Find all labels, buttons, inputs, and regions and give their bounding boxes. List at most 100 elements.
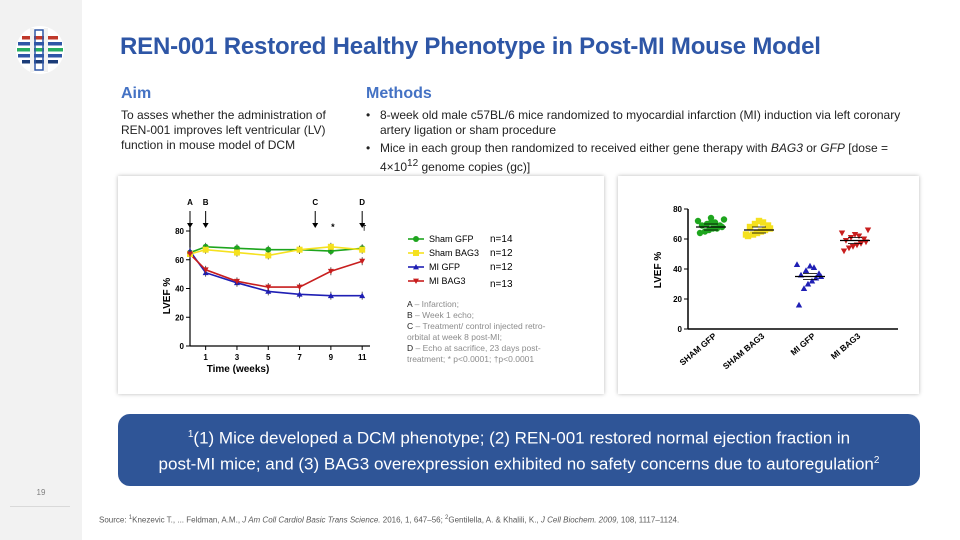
gene-gfp: GFP: [820, 141, 845, 155]
data-point: [810, 264, 818, 271]
category-label: MI GFP: [788, 331, 817, 358]
data-point: [755, 217, 763, 225]
ref2-journal: J Cell Biochem. 2009,: [540, 515, 619, 525]
data-point: [202, 267, 209, 273]
y-tick-label: 20: [175, 313, 184, 322]
aim-text: To asses whether the administration of R…: [121, 108, 326, 152]
ref1-journal: J Am Coll Cardiol Basic Trans Science.: [242, 515, 381, 525]
annotation-key: A: [407, 299, 413, 309]
data-point: [696, 229, 704, 237]
ref1-detail: 2016, 1, 647–56;: [380, 515, 446, 525]
x-tick-label: 1: [203, 353, 208, 362]
data-point: [742, 231, 750, 238]
annotation-text: – Week 1 echo;: [413, 310, 474, 320]
annotation-line: C – Treatment/ control injected retro-: [407, 321, 546, 331]
annotation-text: orbital at week 8 post-MI;: [407, 332, 502, 342]
callout-text-1: (1) Mice developed a DCM phenotype; (2) …: [193, 429, 851, 448]
y-tick-label: 60: [175, 256, 184, 265]
data-point: [327, 292, 334, 299]
data-point: [265, 246, 272, 253]
category-label: MI BAG3: [829, 331, 863, 362]
conclusion-callout: 1(1) Mice developed a DCM phenotype; (2)…: [118, 414, 920, 486]
data-point: [296, 246, 303, 253]
data-point: [720, 216, 728, 223]
y-tick-label: 20: [673, 295, 682, 304]
data-point: [795, 301, 803, 308]
annotation-text: – Treatment/ control injected retro-: [413, 321, 545, 331]
source-ref-2: 2: [445, 515, 449, 521]
legend-label: MI BAG3: [429, 276, 466, 286]
legend-label: MI GFP: [429, 262, 460, 272]
annotation-text: – Infarction;: [412, 299, 459, 309]
data-point: [864, 227, 872, 234]
data-point: [840, 248, 848, 255]
y-axis-label: LVEF %: [653, 252, 664, 289]
significance-marker: *: [331, 222, 335, 232]
callout-text-2: post-MI mice; and (3) BAG3 overexpressio…: [158, 454, 874, 474]
x-axis-label: Time (weeks): [207, 364, 270, 375]
data-point: [265, 284, 272, 291]
annotation-line: orbital at week 8 post-MI;: [407, 332, 502, 342]
y-tick-label: 0: [180, 342, 185, 351]
methods-bullet-text: 8-week old male c57BL/6 mice randomized …: [380, 108, 901, 137]
aim-heading: Aim: [121, 85, 152, 102]
event-arrow-head-icon: [187, 223, 193, 228]
event-arrow-head-icon: [359, 223, 366, 228]
data-point: [815, 270, 823, 277]
data-point: [694, 217, 702, 225]
ref2-authors: Gentilella, A. & Khalili, K.,: [448, 515, 541, 525]
x-tick-label: 11: [358, 353, 367, 362]
category-label: SHAM GFP: [677, 331, 718, 368]
page-number: 19: [36, 488, 46, 497]
series-line: [189, 253, 363, 288]
event-marker-label: B: [203, 198, 209, 207]
x-tick-label: 5: [266, 353, 271, 362]
legend-n-count: n=14: [490, 234, 513, 245]
data-point: [849, 243, 857, 250]
y-tick-label: 60: [673, 235, 682, 244]
annotation-key: D: [407, 343, 413, 353]
data-point: [808, 277, 816, 284]
legend-n-count: n=12: [490, 248, 513, 259]
data-point: [806, 262, 814, 269]
data-point: [746, 223, 754, 231]
callout-ref-1: 1: [187, 429, 194, 441]
bullet-icon: •: [366, 141, 371, 155]
left-sidebar: 19: [0, 0, 82, 540]
data-point: [202, 246, 209, 253]
page-divider: [10, 506, 70, 507]
y-tick-label: 80: [673, 205, 682, 214]
annotation-line: D – Echo at sacrifice, 23 days post-: [407, 343, 541, 353]
x-tick-label: 7: [297, 353, 302, 362]
annotation-text: treatment; * p<0.0001; †p<0.0001: [407, 354, 534, 364]
data-point: [802, 267, 810, 274]
data-point: [327, 268, 334, 275]
data-point: [327, 243, 334, 250]
dot-plot-panel: 0 20 40 60 80 SHAM GFP SHAM BAG3 MI GFP MI BAG3 …: [618, 176, 919, 394]
data-point: [800, 285, 808, 292]
y-tick-label: 80: [175, 227, 184, 236]
data-point: [838, 230, 846, 237]
data-point: [359, 258, 366, 265]
data-point: [707, 214, 715, 222]
dose-unit: genome copies (gc)]: [418, 160, 531, 174]
data-point: [759, 219, 767, 226]
company-logo: [16, 26, 64, 74]
methods-bullet-text: Mice in each group then randomized to re…: [380, 141, 771, 155]
legend-label: Sham GFP: [429, 234, 474, 244]
y-tick-label: 40: [673, 265, 682, 274]
x-tick-label: 9: [329, 353, 334, 362]
legend-marker: [413, 264, 419, 270]
legend-marker: [413, 250, 419, 256]
event-arrow-head-icon: [312, 223, 319, 228]
event-marker-label: D: [359, 198, 365, 207]
source-footnote: Source: 1Knezevic T., ... Feldman, A.M.,…: [99, 515, 679, 525]
significance-marker: †: [362, 222, 367, 232]
data-point: [187, 251, 193, 257]
methods-heading: Methods: [366, 85, 432, 102]
source-prefix: Source:: [99, 515, 129, 525]
line-chart-panel: 0 20 40 60 80 1 3 5 7 9 11 A B C D * † Time (weeks) LVEF…: [118, 176, 604, 394]
data-point: [749, 231, 757, 238]
